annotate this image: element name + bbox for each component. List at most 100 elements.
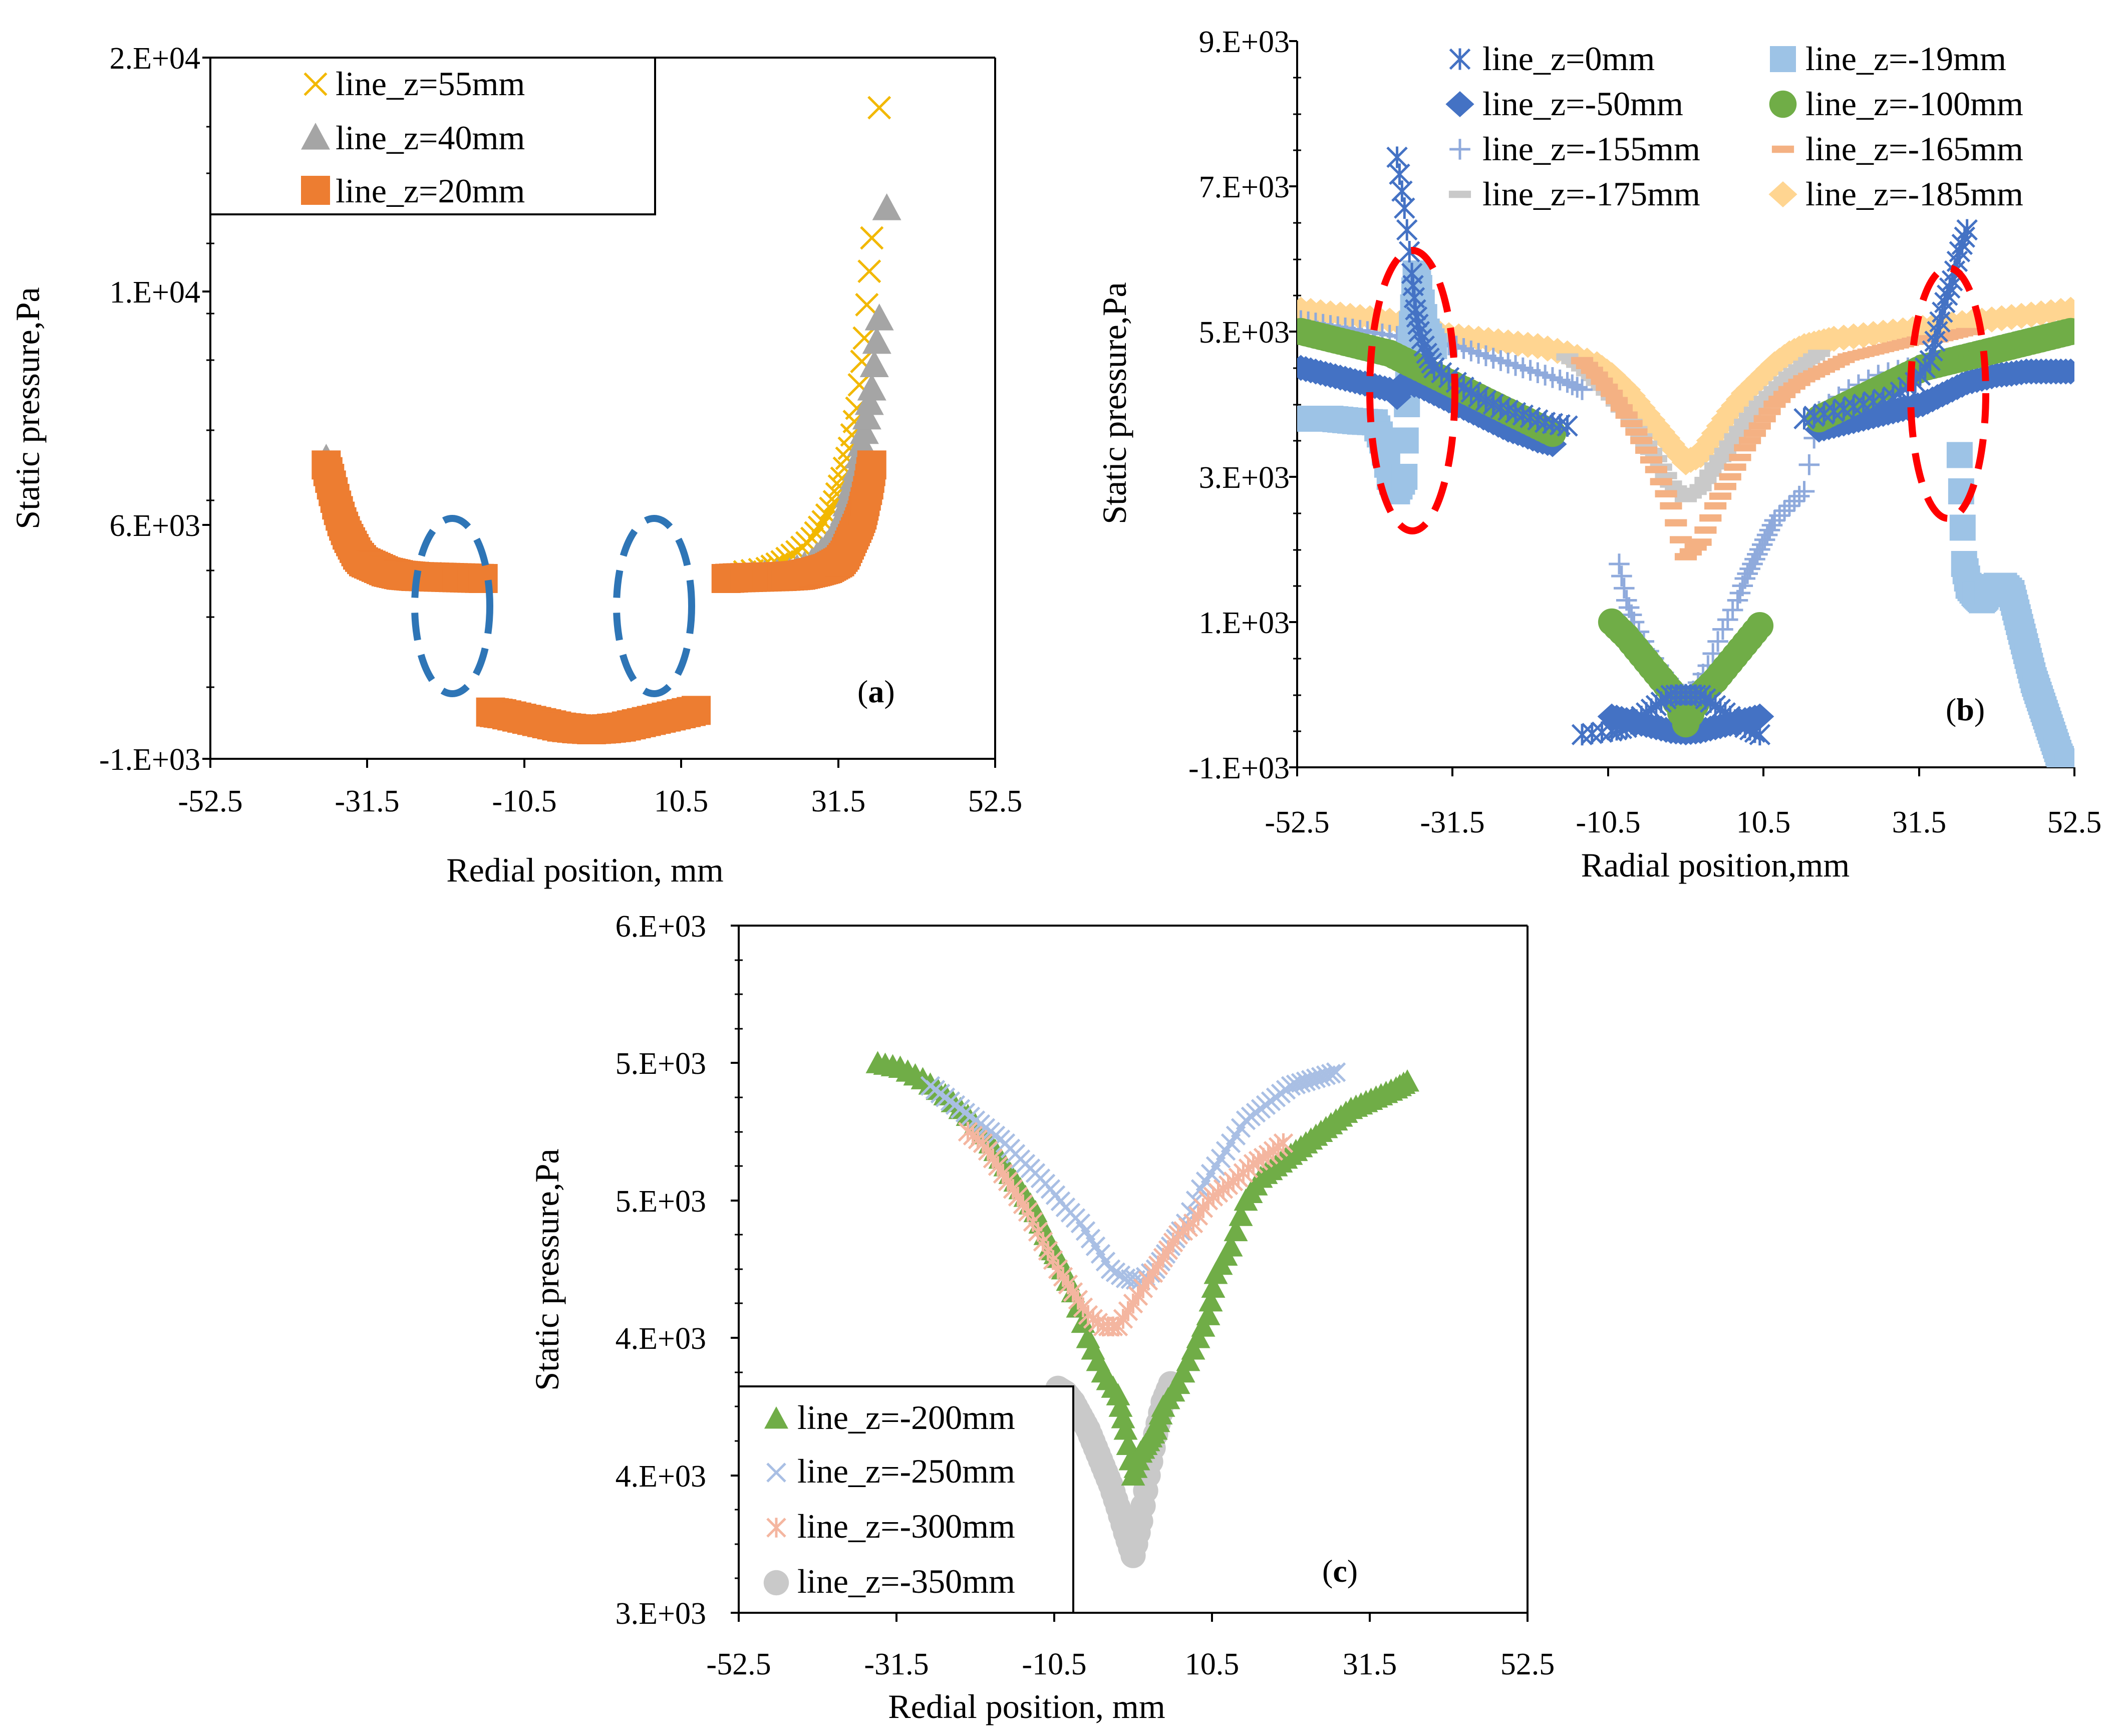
data-point (1737, 563, 1758, 585)
legend-symbol (1770, 46, 1796, 72)
legend-symbol (766, 1518, 786, 1538)
legend-c: line_z=-200mm line_z=-250mm line_z=-300m… (738, 1385, 1074, 1614)
data-point (857, 450, 886, 480)
data-point (1749, 539, 1770, 560)
y-tick-c-1: 4.E+03 (616, 1460, 739, 1494)
data-point (852, 402, 881, 430)
x-tick-c-5: 52.5 (1500, 1613, 1555, 1681)
data-point (1936, 284, 1958, 306)
data-point (1758, 408, 1781, 415)
data-point (1394, 197, 1415, 219)
y-tick-label: 5.E+03 (616, 1185, 706, 1219)
legend-label-b-0: line_z=0mm (1482, 40, 1655, 78)
y-tick-label: 3.E+03 (616, 1597, 706, 1631)
y-tick-label: 2.E+04 (110, 42, 200, 76)
data-point (1601, 389, 1623, 397)
data-point (860, 226, 884, 250)
series-b-0 (1386, 146, 1978, 746)
annotation-ellipses-b (1366, 247, 1989, 534)
y-tick-b-4: 7.E+03 (1199, 170, 1297, 204)
data-point (1191, 1314, 1216, 1337)
y-tick-c-3: 5.E+03 (616, 1185, 739, 1219)
data-point (1739, 558, 1760, 580)
data-point (1717, 609, 1738, 630)
data-point (1934, 292, 1956, 314)
data-point (1229, 1204, 1253, 1226)
panel-label-b: (b) (1946, 692, 1985, 727)
data-point (1743, 429, 1766, 437)
x-tick-a-0: -52.5 (178, 759, 243, 818)
y-tick-label: 6.E+03 (110, 509, 200, 543)
data-point (1586, 371, 1608, 379)
legend-marker-b-5 (1771, 145, 1794, 153)
y-tick-label: 1.E+03 (1199, 606, 1290, 640)
legend-box-a (209, 57, 656, 215)
data-point (1557, 372, 1578, 393)
legend-marker-c-0 (764, 1406, 788, 1429)
data-point (1956, 328, 1978, 336)
y-tick-label: 5.E+03 (1199, 316, 1290, 350)
data-point (1751, 534, 1773, 555)
x-tick-label: 10.5 (1736, 805, 1791, 839)
data-point (1746, 612, 1774, 640)
data-point (1106, 1383, 1130, 1405)
data-point (1764, 510, 1785, 531)
legend-marker-c-1 (766, 1463, 786, 1483)
legend-item-c-1: line_z=-250mm (766, 1452, 1015, 1490)
data-point (1650, 478, 1672, 485)
data-point (1219, 1234, 1243, 1257)
data-point (1645, 466, 1667, 473)
legend-item-b-5: line_z=-165mm (1771, 130, 2023, 168)
data-point (1408, 321, 1430, 343)
y-tick-label: 3.E+03 (1199, 461, 1290, 495)
series-c-1 (920, 1062, 1346, 1291)
legend-item-b-7: line_z=-185mm (1768, 175, 2023, 213)
data-point (2057, 754, 2074, 767)
x-tick-a-1: -31.5 (335, 759, 400, 818)
data-point (1954, 226, 1976, 248)
data-point (1749, 724, 1771, 746)
legend-marker-b-6 (1448, 190, 1471, 198)
panel-label-close: ) (884, 674, 894, 709)
y-tick-b-0: -1.E+03 (1188, 751, 1297, 785)
data-point (849, 417, 879, 444)
legend-item-c-3: line_z=-350mm (763, 1562, 1015, 1600)
data-point (1722, 600, 1743, 621)
legend-item-b-6: line_z=-175mm (1448, 175, 1700, 213)
data-point (857, 259, 881, 283)
data-point (1640, 456, 1663, 464)
data-point (1105, 1262, 1126, 1282)
x-tick-c-0: -52.5 (706, 1613, 771, 1681)
x-tick-a-3: 10.5 (654, 759, 709, 818)
data-point (1572, 379, 1593, 400)
data-point (1734, 444, 1756, 452)
x-tick-a-4: 31.5 (811, 759, 865, 818)
data-point (1630, 437, 1653, 444)
data-point (682, 696, 711, 725)
y-axis-title-b: Static pressure,Pa (1095, 282, 1133, 524)
y-tick-label: -1.E+03 (99, 743, 200, 777)
data-point (1712, 619, 1733, 640)
data-point (1742, 553, 1763, 574)
x-tick-b-5: 52.5 (2047, 767, 2101, 839)
data-point (1779, 495, 1800, 516)
legend-symbol (1449, 48, 1471, 70)
legend-marker-b-7 (1768, 181, 1797, 207)
data-point (862, 327, 891, 354)
data-point (1939, 277, 1961, 299)
legend-label-c-2: line_z=-300mm (797, 1507, 1015, 1545)
data-point (1946, 442, 1973, 468)
data-point (872, 193, 901, 220)
data-point (1707, 631, 1728, 652)
legend-item-b-3: line_z=-100mm (1769, 85, 2023, 123)
y-tick-b-3: 5.E+03 (1199, 316, 1297, 350)
data-point (1747, 543, 1768, 565)
legend-marker-b-3 (1769, 90, 1797, 118)
legend-symbol (304, 72, 328, 96)
plot-area-a (312, 96, 901, 744)
panel-label-close: ) (1974, 692, 1985, 727)
data-point (1694, 526, 1717, 534)
y-tick-b-2: 3.E+03 (1199, 461, 1297, 495)
x-tick-label: 10.5 (654, 784, 709, 818)
